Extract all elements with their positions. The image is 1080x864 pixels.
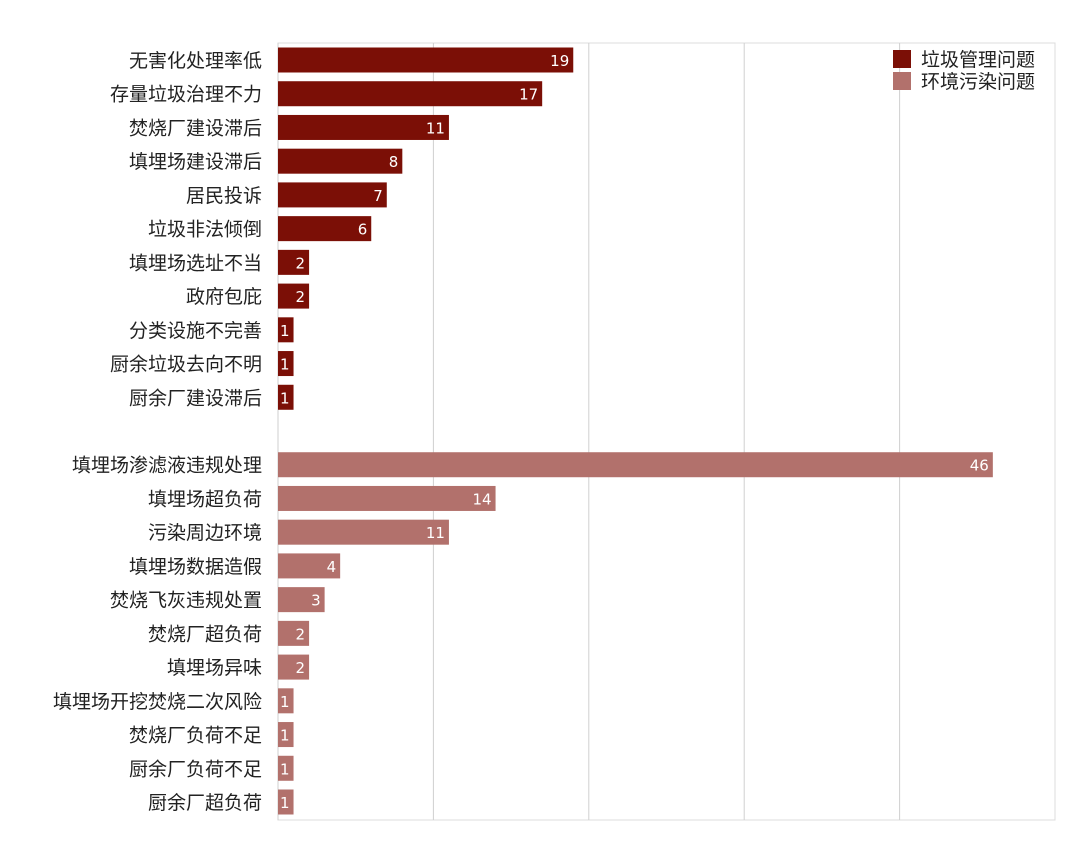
data-label: 2	[296, 625, 306, 643]
category-label: 填埋场渗滤液违规处理	[72, 455, 262, 477]
data-label: 6	[358, 221, 368, 239]
category-label: 填埋场异味	[167, 657, 262, 679]
data-label: 46	[970, 457, 989, 475]
bar	[278, 114, 449, 140]
data-label: 17	[519, 86, 538, 104]
legend-label: 垃圾管理问题	[921, 49, 1035, 71]
bar	[278, 351, 294, 377]
category-label: 填埋场开挖焚烧二次风险	[53, 691, 262, 713]
category-label: 填埋场超负荷	[148, 488, 262, 510]
data-label: 1	[280, 322, 290, 340]
category-label: 焚烧厂建设滞后	[129, 117, 262, 139]
bar	[278, 283, 310, 309]
bar	[278, 216, 372, 242]
category-label: 厨余厂建设滞后	[129, 387, 262, 409]
data-label: 19	[550, 52, 569, 70]
bar	[278, 654, 310, 680]
category-label: 存量垃圾治理不力	[110, 84, 262, 106]
category-label: 无害化处理率低	[129, 50, 262, 72]
data-label: 1	[280, 693, 290, 711]
bar	[278, 47, 574, 73]
bar	[278, 755, 294, 781]
data-label: 1	[280, 389, 290, 407]
bar	[278, 587, 325, 613]
category-label: 垃圾非法倾倒	[148, 219, 262, 241]
data-label: 8	[389, 153, 399, 171]
bar	[278, 519, 449, 545]
data-label: 1	[280, 356, 290, 374]
category-label: 厨余厂超负荷	[148, 792, 262, 814]
bar	[278, 722, 294, 748]
category-label: 政府包庇	[186, 286, 262, 308]
category-label: 焚烧飞灰违规处置	[110, 590, 262, 612]
category-label: 污染周边环境	[148, 522, 262, 544]
data-label: 2	[296, 288, 306, 306]
data-label: 2	[296, 254, 306, 272]
category-label: 居民投诉	[186, 185, 262, 207]
category-label: 填埋场数据造假	[129, 556, 262, 578]
bar	[278, 81, 543, 107]
bar	[278, 688, 294, 714]
category-label: 厨余垃圾去向不明	[110, 354, 262, 376]
bar	[278, 789, 294, 815]
bar	[278, 148, 403, 174]
bar	[278, 485, 496, 511]
legend-swatch	[893, 72, 911, 90]
bar	[278, 317, 294, 343]
category-label: 填埋场选址不当	[129, 252, 262, 274]
bar	[278, 553, 341, 579]
bar	[278, 249, 310, 275]
category-label: 分类设施不完善	[129, 320, 262, 342]
bar	[278, 620, 310, 646]
data-label: 1	[280, 794, 290, 812]
data-label: 11	[426, 119, 445, 137]
category-label: 焚烧厂负荷不足	[129, 725, 262, 747]
category-label: 焚烧厂超负荷	[148, 623, 262, 645]
category-label: 厨余厂负荷不足	[129, 758, 262, 780]
data-label: 3	[311, 592, 321, 610]
legend-label: 环境污染问题	[921, 71, 1035, 93]
data-label: 14	[472, 490, 491, 508]
data-label: 4	[327, 558, 337, 576]
data-label: 2	[296, 659, 306, 677]
category-label: 填埋场建设滞后	[129, 151, 262, 173]
data-label: 11	[426, 524, 445, 542]
data-label: 1	[280, 760, 290, 778]
bar	[278, 452, 993, 478]
bar	[278, 182, 387, 208]
data-label: 7	[373, 187, 383, 205]
bar	[278, 384, 294, 410]
legend-swatch	[893, 50, 911, 68]
data-label: 1	[280, 727, 290, 745]
